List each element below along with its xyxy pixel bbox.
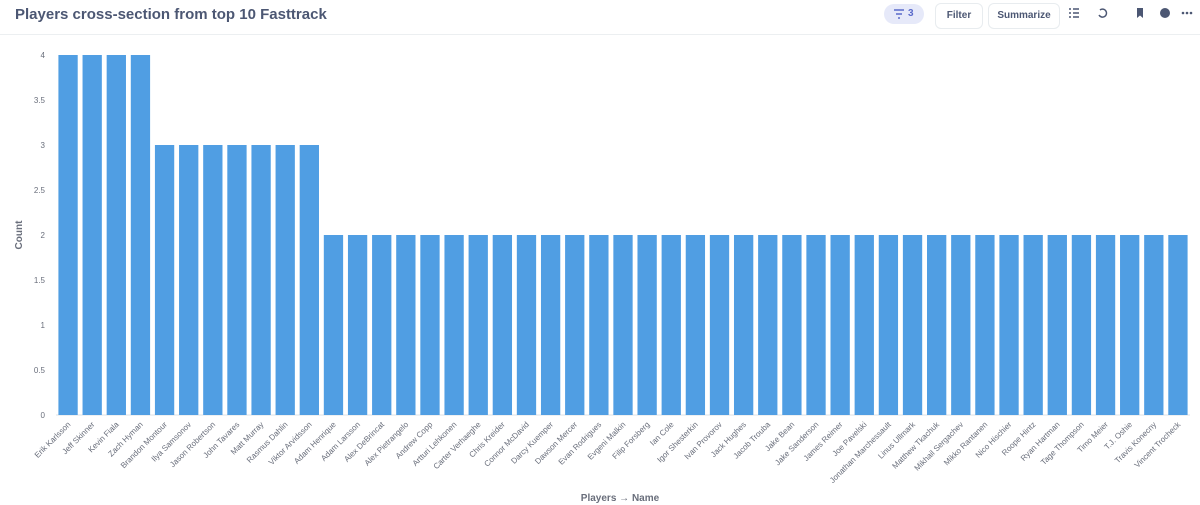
bar — [1168, 235, 1188, 415]
bar — [709, 235, 730, 415]
bar — [492, 235, 513, 415]
bar — [589, 235, 609, 415]
bar — [661, 235, 681, 415]
chart: Count Players → Name 00.511.522.533.54Er… — [14, 51, 1190, 504]
y-tick-label: 4 — [41, 51, 46, 60]
y-tick-label: 0.5 — [34, 366, 46, 375]
bar — [372, 235, 392, 415]
bar — [1071, 235, 1092, 415]
bar — [1023, 235, 1043, 415]
bar — [540, 235, 561, 415]
bar — [613, 235, 633, 415]
bar — [82, 55, 102, 415]
y-axis-label: Count — [14, 220, 25, 250]
x-tick-label: Evan Rodrigues — [557, 420, 604, 467]
bar — [299, 145, 319, 415]
bar — [806, 235, 826, 415]
x-tick-label: Darcy Kuemper — [509, 420, 555, 466]
y-tick-label: 3.5 — [34, 96, 46, 105]
bar — [420, 235, 440, 415]
bar — [902, 235, 923, 415]
bar — [468, 235, 488, 415]
x-tick-label: Vincent Trocheck — [1133, 419, 1183, 469]
x-tick-label: Dawson Mercer — [533, 420, 579, 466]
bar — [154, 145, 175, 415]
y-tick-label: 1.5 — [34, 276, 46, 285]
bar — [878, 235, 899, 415]
summarize-button[interactable]: Summarize — [988, 3, 1060, 29]
bar — [179, 145, 199, 415]
bar — [782, 235, 802, 415]
bar — [58, 55, 78, 415]
bookmark-icon[interactable] — [1137, 8, 1143, 18]
toolbar-icons — [1069, 8, 1193, 18]
bar — [637, 235, 657, 415]
bar — [565, 235, 585, 415]
bar — [1120, 235, 1140, 415]
filter-button[interactable]: Filter — [935, 3, 983, 29]
history-icon[interactable] — [1098, 8, 1108, 18]
bar — [516, 235, 537, 415]
x-axis-label: Players → Name — [581, 493, 660, 504]
bar — [975, 235, 995, 415]
bar — [323, 235, 344, 415]
bar — [1095, 235, 1116, 415]
bar — [1144, 235, 1164, 415]
question-title: Players cross-section from top 10 Fasttr… — [15, 6, 327, 23]
header: Players cross-section from top 10 Fasttr… — [0, 0, 1200, 35]
bar — [106, 55, 126, 415]
bar — [733, 235, 754, 415]
filter-badge[interactable]: 3 — [884, 4, 924, 24]
bar — [444, 235, 464, 415]
y-tick-label: 1 — [41, 321, 46, 330]
bar — [275, 145, 295, 415]
bar — [1047, 235, 1067, 415]
bar — [854, 235, 874, 415]
bar — [251, 145, 271, 415]
bar — [951, 235, 971, 415]
bar — [927, 235, 947, 415]
more-icon[interactable] — [1181, 11, 1185, 15]
y-tick-label: 0 — [41, 411, 46, 420]
bar — [999, 235, 1019, 415]
bar — [758, 235, 778, 415]
x-tick-label: Adam Henrique — [292, 420, 338, 466]
bar — [685, 235, 706, 415]
filter-icon — [894, 9, 904, 19]
info-icon[interactable] — [1160, 8, 1170, 18]
y-tick-label: 3 — [41, 141, 46, 150]
bar — [130, 55, 151, 415]
bar — [227, 145, 247, 415]
bar — [347, 235, 368, 415]
notebook-icon[interactable] — [1069, 8, 1079, 18]
filter-count: 3 — [908, 8, 914, 19]
bar — [203, 145, 223, 415]
bar — [830, 235, 850, 415]
y-tick-label: 2 — [41, 231, 46, 240]
y-tick-label: 2.5 — [34, 186, 46, 195]
bar — [396, 235, 416, 415]
